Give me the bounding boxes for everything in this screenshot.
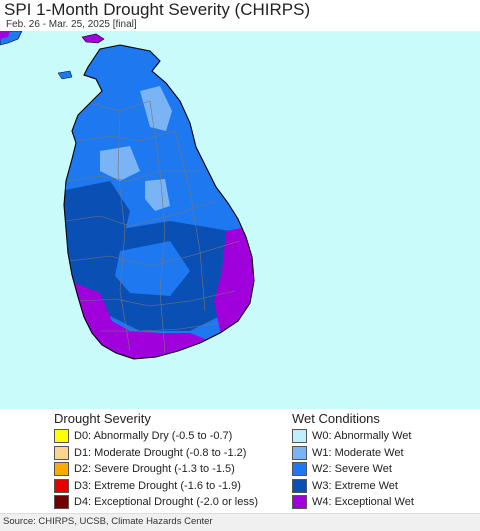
legend-swatch-d3: [54, 478, 69, 493]
map-panel: [0, 31, 480, 409]
moderate-wet-zone-mid: [145, 179, 170, 211]
jaffna-islands: [57, 70, 73, 80]
legend-swatch-w2: [292, 462, 307, 477]
legend-swatch-d2: [54, 462, 69, 477]
legend-drought: Drought Severity D0: Abnormally Dry (-0.…: [54, 409, 258, 511]
legend-label-w4: W4: Exceptional Wet: [312, 496, 414, 509]
legend-item-d0: D0: Abnormally Dry (-0.5 to -0.7): [54, 428, 258, 445]
legend-swatch-d4: [54, 495, 69, 510]
legend-item-w3: W3: Extreme Wet: [292, 478, 414, 495]
legend-item-w4: W4: Exceptional Wet: [292, 494, 414, 511]
district-borders: [65, 100, 241, 354]
legend-item-d2: D2: Severe Drought (-1.3 to -1.5): [54, 461, 258, 478]
legend-label-d2: D2: Severe Drought (-1.3 to -1.5): [74, 463, 235, 476]
legend-drought-heading: Drought Severity: [54, 411, 151, 426]
legend-swatch-w3: [292, 478, 307, 493]
legend-swatch-w4: [292, 495, 307, 510]
legend-label-w0: W0: Abnormally Wet: [312, 430, 412, 443]
map-subtitle: Feb. 26 - Mar. 25, 2025 [final]: [6, 19, 137, 30]
severe-wet-patch-central: [115, 241, 190, 296]
legend-label-d0: D0: Abnormally Dry (-0.5 to -0.7): [74, 430, 233, 443]
legend-item-w2: W2: Severe Wet: [292, 461, 414, 478]
legend-wet: Wet Conditions W0: Abnormally Wet W1: Mo…: [292, 409, 414, 511]
moderate-wet-zone-center: [100, 146, 140, 181]
legend-label-w3: W3: Extreme Wet: [312, 479, 398, 492]
india-coast-wet: [0, 31, 10, 39]
footer: Source: CHIRPS, UCSB, Climate Hazards Ce…: [0, 513, 480, 531]
legend-swatch-d0: [54, 429, 69, 444]
moderate-wet-zone-north: [140, 86, 172, 131]
legend-label-w1: W1: Moderate Wet: [312, 446, 404, 459]
legend-label-d4: D4: Exceptional Drought (-2.0 or less): [74, 496, 259, 509]
mannar-island: [81, 33, 105, 44]
legend-wet-heading: Wet Conditions: [292, 411, 380, 426]
legend-label-d1: D1: Moderate Drought (-0.8 to -1.2): [74, 446, 247, 459]
legend-item-d1: D1: Moderate Drought (-0.8 to -1.2): [54, 445, 258, 462]
legend-item-w1: W1: Moderate Wet: [292, 445, 414, 462]
sri-lanka-coastline: [63, 44, 255, 360]
sri-lanka-map: [0, 31, 480, 409]
legend-swatch-w1: [292, 445, 307, 460]
legend-label-w2: W2: Severe Wet: [312, 463, 392, 476]
legend-label-d3: D3: Extreme Drought (-1.6 to -1.9): [74, 479, 241, 492]
legend-item-d3: D3: Extreme Drought (-1.6 to -1.9): [54, 478, 258, 495]
legend-item-d4: D4: Exceptional Drought (-2.0 or less): [54, 494, 258, 511]
legend-swatch-d1: [54, 445, 69, 460]
legend: Drought Severity D0: Abnormally Dry (-0.…: [0, 409, 480, 513]
legend-item-w0: W0: Abnormally Wet: [292, 428, 414, 445]
source-credit: Source: CHIRPS, UCSB, Climate Hazards Ce…: [3, 516, 213, 527]
legend-swatch-w0: [292, 429, 307, 444]
map-title: SPI 1-Month Drought Severity (CHIRPS): [4, 0, 311, 19]
